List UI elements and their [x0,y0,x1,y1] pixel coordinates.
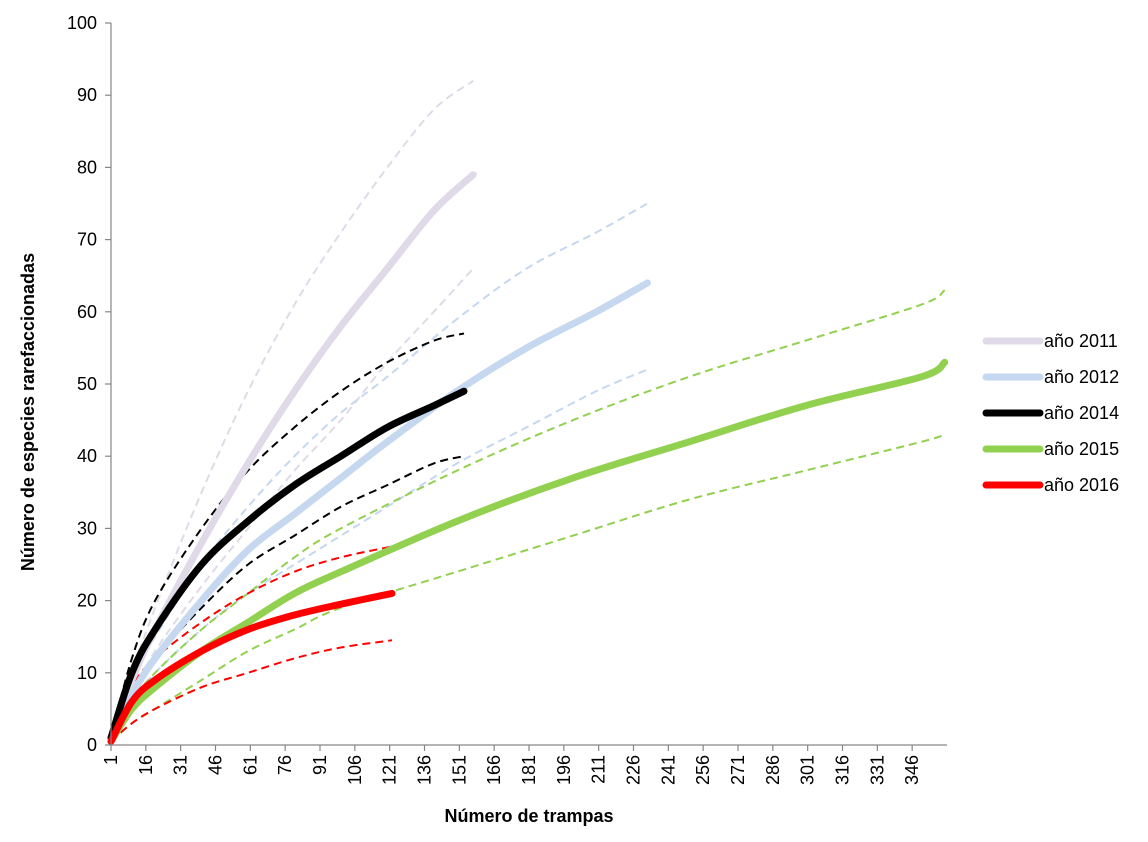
x-tick-label: 1 [101,755,121,765]
x-tick-label: 106 [345,755,365,785]
x-tick-label: 46 [206,755,226,775]
series-a-o-2016-line [107,589,396,745]
y-tick-label: 20 [77,591,97,611]
x-tick-label: 31 [171,755,191,775]
x-tick-label: 211 [589,755,609,784]
legend: año 2011 año 2012 año 2014 año 2015 año 2016 [982,331,1119,495]
series-a-o-2015-ci-lower [110,433,946,743]
x-axis-title: Número de trampas [444,806,613,826]
x-tick-label: 136 [415,755,435,785]
x-tick-label: 196 [554,755,574,785]
x-tick-label: 181 [519,755,539,785]
x-tick-label: 256 [693,755,713,785]
x-tick-label: 226 [624,755,644,785]
x-tick-label: 331 [867,755,887,785]
x-tick-label: 166 [484,755,504,785]
y-ticks: 0 10 20 30 40 50 60 70 80 90 100 [67,13,111,755]
y-tick-label: 100 [67,13,97,33]
x-tick-label: 151 [449,755,469,785]
x-tick-label: 301 [798,755,818,785]
y-tick-label: 10 [77,663,97,683]
series-a-o-2011-ci-lower [110,267,475,739]
y-tick-label: 90 [77,85,97,105]
series-a-o-2016-ci-upper [110,545,393,742]
x-tick-label: 121 [380,755,400,785]
y-axis-title: Número de especies rarefaccionadas [18,253,38,571]
y-tick-label: 80 [77,157,97,177]
ci-lines [110,79,946,743]
legend-label-a-o-2012: año 2012 [1044,367,1119,387]
y-tick-label: 0 [87,735,97,755]
x-tick-label: 16 [136,755,156,775]
x-tick-label: 76 [275,755,295,775]
y-tick-label: 30 [77,518,97,538]
series-a-o-2012-line [107,279,651,742]
legend-label-a-o-2011: año 2011 [1044,331,1118,351]
series-lines [107,171,949,745]
x-ticks: 1 16 31 46 61 76 91 106 121 136 151 166 181 196 211 226… [101,745,922,785]
y-tick-label: 50 [77,374,97,394]
y-tick-label: 40 [77,446,97,466]
series-a-o-2014-ci-upper [110,332,465,739]
series-a-o-2011-line [107,171,477,742]
x-tick-label: 61 [240,755,260,775]
legend-label-a-o-2014: año 2014 [1044,403,1119,423]
series-a-o-2015-ci-upper [110,289,946,742]
x-tick-label: 286 [763,755,783,785]
y-tick-label: 70 [77,230,97,250]
x-tick-label: 316 [833,755,853,785]
series-a-o-2014-line [107,387,468,742]
legend-label-a-o-2016: año 2016 [1044,475,1119,495]
series-a-o-2016-ci-lower [110,639,393,743]
x-tick-label: 241 [658,755,678,785]
series-a-o-2011-ci-upper [110,79,474,739]
x-tick-label: 91 [310,755,330,775]
series-a-o-2015-line [107,358,949,745]
x-tick-label: 346 [902,755,922,785]
y-tick-label: 60 [77,302,97,322]
legend-label-a-o-2015: año 2015 [1044,439,1119,459]
x-tick-label: 271 [728,755,748,785]
